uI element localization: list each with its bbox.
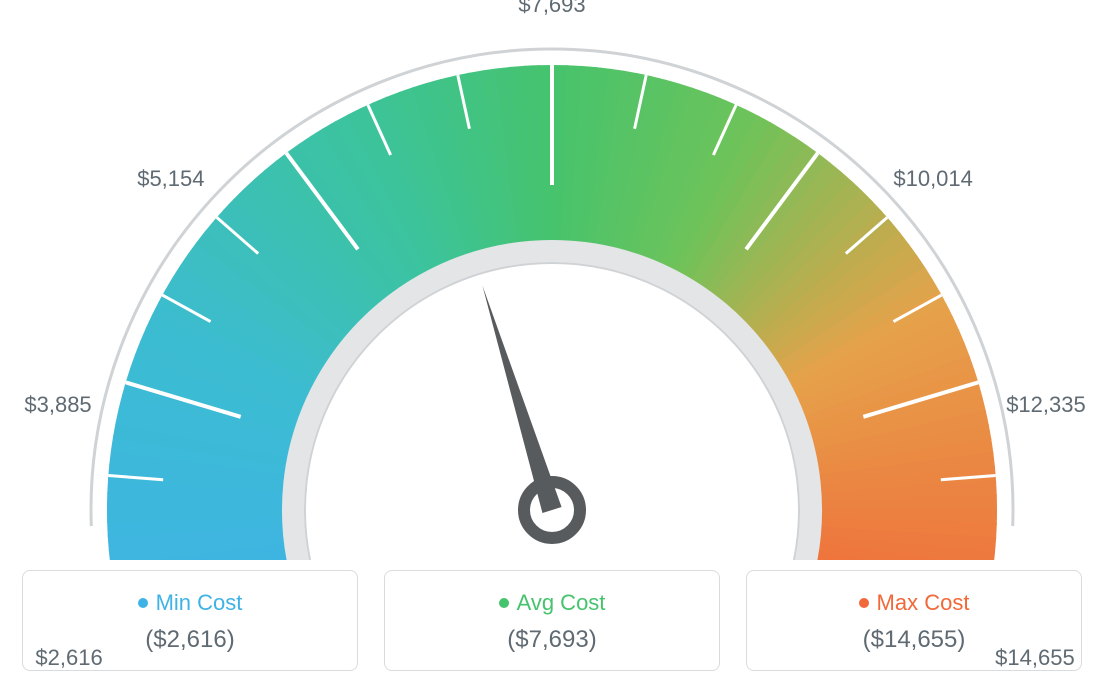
avg-cost-value: ($7,693): [395, 626, 709, 654]
scale-label: $10,014: [893, 166, 973, 192]
max-cost-label: Max Cost: [877, 590, 970, 615]
cost-gauge: $2,616$3,885$5,154$7,693$10,014$12,335$1…: [22, 20, 1082, 560]
min-dot-icon: [138, 598, 148, 608]
min-cost-label: Min Cost: [156, 590, 243, 615]
scale-label: $3,885: [24, 392, 91, 418]
scale-label: $14,655: [995, 645, 1075, 671]
max-dot-icon: [859, 598, 869, 608]
scale-label: $2,616: [35, 645, 102, 671]
scale-label: $5,154: [137, 166, 204, 192]
gauge-svg: [22, 20, 1082, 560]
max-cost-title: Max Cost: [757, 589, 1071, 616]
avg-cost-card: Avg Cost ($7,693): [384, 570, 720, 671]
scale-label: $7,693: [518, 0, 585, 18]
min-cost-title: Min Cost: [33, 589, 347, 616]
avg-dot-icon: [499, 598, 509, 608]
scale-label: $12,335: [1006, 392, 1086, 418]
avg-cost-title: Avg Cost: [395, 589, 709, 616]
avg-cost-label: Avg Cost: [517, 590, 606, 615]
summary-cards: Min Cost ($2,616) Avg Cost ($7,693) Max …: [22, 570, 1082, 671]
